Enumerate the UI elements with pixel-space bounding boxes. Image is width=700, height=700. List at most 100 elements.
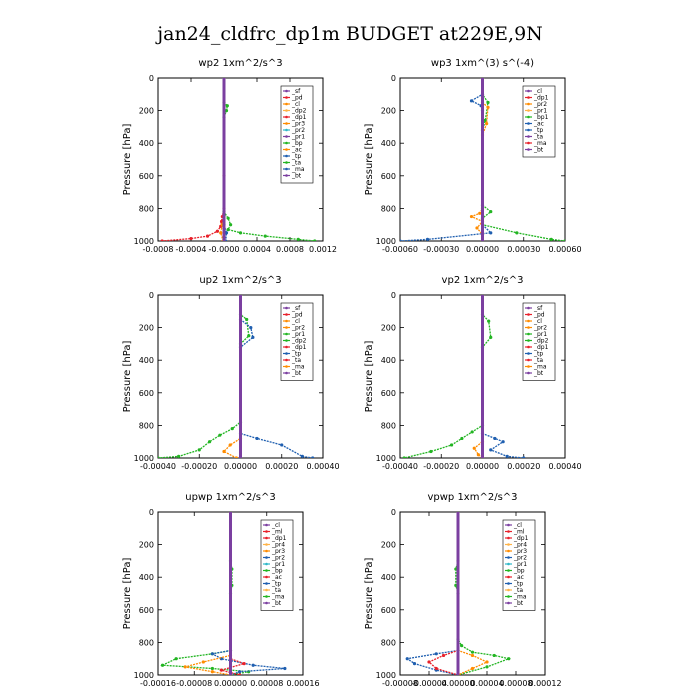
y-tick-label: 600 — [381, 389, 396, 398]
series-point — [300, 454, 304, 458]
legend-marker — [285, 313, 288, 316]
chart-panel: wp2 1xm^2/s^3 Pressure [hPa] 0 200 400 600 800… — [122, 58, 337, 254]
panel-title: upwp 1xm^2/s^3 — [185, 492, 275, 503]
series-line — [400, 78, 493, 241]
x-tick-label: 0.00060 — [548, 245, 581, 254]
legend-label: _pd — [533, 312, 545, 319]
series-point — [480, 78, 485, 80]
plot-frame — [157, 77, 324, 242]
x-tick-label: 0.0008 — [276, 245, 304, 254]
series-group — [402, 295, 526, 458]
legend-label: _dp1 — [513, 535, 529, 542]
y-tick-label: 0 — [149, 508, 154, 517]
y-tick-label: 400 — [381, 573, 396, 582]
series-point — [470, 430, 474, 434]
legend-marker — [285, 332, 288, 336]
series-group — [400, 78, 565, 241]
y-tick-label: 200 — [381, 107, 396, 116]
series-point — [226, 216, 230, 220]
legend-label: _bt — [513, 600, 524, 607]
series-point — [219, 668, 224, 672]
y-tick-label: 600 — [381, 172, 396, 181]
series-point — [485, 122, 489, 126]
legend-marker — [285, 128, 288, 132]
x-tick-label: 0.00040 — [306, 462, 339, 471]
legend-label: _cl — [291, 318, 300, 325]
legend-label: _ma — [533, 364, 547, 371]
y-tick-label: 600 — [139, 389, 154, 398]
legend-label: _ml — [271, 529, 283, 536]
series-point — [472, 446, 476, 450]
panel-title: wp3 1xm^(3) s^(-4) — [431, 58, 534, 69]
y-tick-label: 600 — [139, 606, 154, 615]
legend-marker — [527, 358, 530, 362]
legend-label: _ta — [291, 160, 301, 167]
y-tick-label: 800 — [139, 204, 154, 213]
y-tick-label: 400 — [139, 356, 154, 365]
series-point — [189, 236, 193, 241]
x-tick-label: 0.0012 — [309, 245, 337, 254]
series-point — [456, 673, 460, 675]
series-point — [224, 109, 229, 113]
x-tick-label: -0.00020 — [423, 462, 459, 471]
legend-label: _tp — [291, 351, 301, 358]
series-line — [159, 512, 249, 675]
series-point — [228, 512, 233, 514]
x-tick-label: -0.00008 — [176, 679, 212, 688]
x-tick-label: -0.00040 — [382, 462, 418, 471]
y-tick-label: 1000 — [134, 454, 154, 463]
series-line — [218, 512, 247, 675]
legend-label: _pr1 — [513, 561, 527, 568]
series-point — [207, 440, 212, 444]
x-tick-label: 0.00020 — [265, 462, 298, 471]
legend-label: _pr2 — [513, 555, 527, 562]
series-point — [476, 453, 480, 457]
legend-label: _ma — [291, 166, 305, 173]
y-axis-label: Pressure [hPa] — [364, 124, 375, 196]
legend-label: _sf — [291, 305, 301, 312]
series-line — [222, 295, 242, 458]
series-point — [247, 334, 251, 338]
y-tick-label: 200 — [139, 541, 154, 550]
series-point — [483, 118, 487, 122]
x-tick-label: -0.00008 — [382, 679, 418, 688]
legend-marker — [527, 96, 530, 99]
x-tick-label: 0.00008 — [250, 679, 283, 688]
series-point — [222, 239, 226, 241]
series-point — [425, 237, 430, 241]
legend-label: _dp1 — [291, 344, 307, 351]
series-point — [251, 663, 255, 667]
y-tick-label: 0 — [149, 291, 154, 300]
legend-marker — [285, 102, 288, 106]
legend-label: _dp1 — [271, 535, 287, 542]
legend-label: _ma — [513, 594, 527, 601]
legend-marker — [507, 536, 510, 540]
legend-marker — [265, 582, 268, 585]
series-point — [485, 665, 489, 669]
series-point — [283, 666, 287, 671]
series-point — [228, 443, 232, 447]
x-tick-label: -0.00016 — [140, 679, 176, 688]
x-tick-label: 0.00000 — [224, 462, 257, 471]
series-point — [255, 436, 259, 441]
legend-marker — [527, 89, 530, 93]
series-point — [280, 443, 284, 447]
series-point — [405, 657, 409, 661]
legend-marker — [285, 371, 288, 375]
legend-marker — [265, 575, 268, 579]
series-point — [238, 295, 243, 297]
series-point — [224, 231, 229, 235]
legend-marker — [507, 575, 510, 579]
y-tick-label: 800 — [381, 421, 396, 430]
legend-label: _pr1 — [271, 561, 285, 568]
legend-label: _ta — [513, 587, 523, 594]
x-tick-label: -0.0004 — [176, 245, 207, 254]
series-point — [456, 512, 460, 514]
series-point — [160, 239, 164, 241]
legend-marker — [527, 352, 530, 355]
series-point — [489, 448, 493, 452]
series-point — [480, 295, 485, 297]
series-point — [238, 231, 243, 235]
legend-label: _dp1 — [533, 344, 549, 351]
legend-box — [280, 85, 314, 184]
